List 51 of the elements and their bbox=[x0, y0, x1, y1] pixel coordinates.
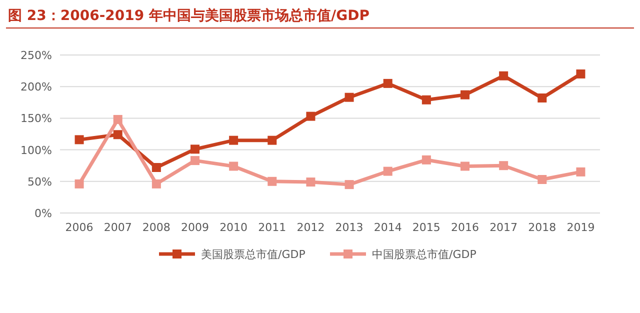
x-tick-label: 2012 bbox=[296, 221, 325, 234]
point bbox=[422, 95, 431, 104]
point bbox=[499, 71, 508, 80]
x-tick-label: 2013 bbox=[335, 221, 364, 234]
point bbox=[306, 112, 316, 121]
y-tick-label: 250% bbox=[20, 49, 52, 62]
legend-label: 中国股票总市值/GDP bbox=[372, 248, 477, 261]
point bbox=[113, 114, 122, 124]
y-tick-label: 150% bbox=[20, 112, 52, 126]
point bbox=[113, 130, 122, 140]
point bbox=[383, 78, 392, 88]
point bbox=[344, 92, 354, 102]
x-tick-label: 2006 bbox=[65, 221, 94, 234]
x-tick-label: 2008 bbox=[142, 221, 170, 234]
point bbox=[190, 156, 200, 166]
point bbox=[268, 176, 277, 186]
point bbox=[268, 136, 277, 145]
legend-label: 美国股票总市值/GDP bbox=[201, 248, 306, 261]
x-tick-label: 2007 bbox=[104, 221, 132, 234]
point bbox=[460, 90, 470, 100]
point bbox=[74, 135, 84, 144]
x-tick-label: 2010 bbox=[220, 221, 248, 234]
point bbox=[190, 144, 200, 154]
point bbox=[538, 175, 547, 184]
x-tick-label: 2018 bbox=[528, 221, 556, 234]
x-tick-label: 2016 bbox=[451, 221, 479, 234]
point bbox=[306, 178, 316, 187]
y-tick-label: 100% bbox=[20, 144, 52, 157]
point bbox=[538, 93, 547, 102]
x-tick-label: 2011 bbox=[258, 221, 286, 234]
x-tick-label: 2009 bbox=[181, 221, 209, 234]
point bbox=[152, 179, 161, 188]
point bbox=[576, 69, 586, 78]
point bbox=[344, 180, 354, 190]
point bbox=[383, 166, 392, 176]
title: 图 23：2006-2019 年中国与美国股票市场总市值/GDP bbox=[8, 8, 370, 24]
x-tick-label: 2017 bbox=[490, 221, 518, 234]
x-tick-label: 2019 bbox=[566, 221, 595, 234]
y-tick-label: 200% bbox=[20, 80, 52, 94]
y-tick-label: 50% bbox=[28, 175, 52, 188]
point bbox=[576, 167, 586, 176]
y-tick-label: 0% bbox=[34, 207, 52, 220]
x-tick-label: 2014 bbox=[374, 221, 402, 234]
point bbox=[460, 162, 470, 171]
x-tick-label: 2015 bbox=[412, 221, 440, 234]
point bbox=[422, 155, 431, 164]
point bbox=[74, 179, 84, 188]
point bbox=[499, 161, 508, 170]
point bbox=[229, 162, 238, 171]
point bbox=[229, 136, 238, 145]
point bbox=[152, 162, 161, 172]
